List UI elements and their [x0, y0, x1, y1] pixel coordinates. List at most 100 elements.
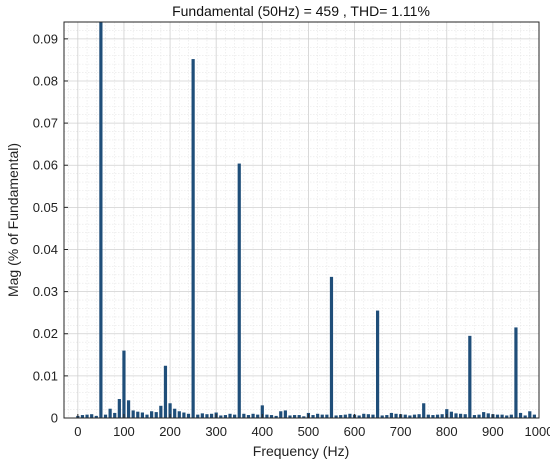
bar	[219, 415, 223, 418]
bar	[108, 408, 112, 418]
bar	[532, 414, 536, 418]
bar	[500, 414, 504, 418]
bar	[196, 414, 200, 418]
bar	[408, 415, 412, 418]
y-tick-label: 0.03	[33, 284, 58, 299]
bar	[435, 414, 440, 418]
bar	[297, 415, 301, 418]
y-tick-label: 0.08	[33, 73, 58, 88]
bar	[495, 414, 500, 418]
bar	[209, 413, 214, 418]
bar	[265, 414, 269, 418]
y-tick-label: 0.05	[33, 200, 58, 215]
bar	[316, 413, 320, 418]
bar	[274, 415, 278, 418]
bar	[242, 413, 246, 418]
chart-title: Fundamental (50Hz) = 459 , THD= 1.11%	[172, 3, 430, 19]
bar	[426, 414, 430, 418]
bar	[422, 403, 426, 418]
bar	[403, 414, 407, 418]
bar	[366, 414, 370, 418]
bar	[440, 414, 444, 418]
y-tick-label: 0.01	[33, 368, 58, 383]
y-tick-label: 0.07	[33, 116, 58, 131]
x-axis-ticks: 0 100 200 300 400 500 600 700 800 900 1000	[74, 414, 550, 439]
bar	[168, 403, 172, 418]
bar	[375, 310, 380, 418]
bar	[126, 400, 131, 418]
bar	[85, 414, 89, 418]
y-tick-label: 0.02	[33, 326, 58, 341]
bar	[246, 415, 251, 418]
x-tick-label: 200	[159, 424, 181, 439]
bar	[269, 415, 274, 418]
bar	[283, 410, 287, 418]
bar	[228, 413, 232, 418]
bar	[505, 415, 509, 418]
bar	[477, 414, 481, 418]
x-tick-label: 800	[436, 424, 458, 439]
bar	[325, 414, 329, 418]
bar	[389, 412, 394, 418]
bar	[223, 415, 228, 418]
bar	[117, 399, 121, 418]
bar	[140, 412, 144, 418]
bar	[509, 414, 513, 418]
bar	[173, 408, 177, 418]
bar	[482, 412, 486, 418]
bar	[348, 413, 352, 418]
bar	[518, 412, 523, 418]
bar	[463, 414, 467, 418]
bar	[394, 413, 398, 418]
bar	[380, 415, 384, 418]
bar	[177, 411, 181, 418]
bar	[237, 163, 241, 418]
x-axis-title: Frequency (Hz)	[253, 443, 349, 459]
x-tick-label: 100	[113, 424, 135, 439]
y-tick-label: 0.06	[33, 158, 58, 173]
bar	[136, 411, 140, 418]
bar	[191, 59, 195, 418]
bar	[251, 413, 255, 418]
bar	[472, 415, 477, 418]
bar	[468, 335, 472, 418]
bar	[163, 365, 168, 418]
y-tick-label: 0	[51, 411, 58, 426]
x-tick-label: 400	[251, 424, 273, 439]
bar	[362, 413, 366, 418]
bar	[445, 409, 449, 418]
bar	[279, 411, 283, 418]
y-tick-label: 0.04	[33, 242, 58, 257]
bar	[449, 411, 453, 418]
bar	[150, 411, 154, 418]
x-tick-label: 300	[205, 424, 227, 439]
bar	[103, 414, 108, 418]
y-axis-ticks: 0 0.01 0.02 0.03 0.04 0.05 0.06 0.07 0.08 0.09	[33, 31, 68, 426]
bar	[80, 415, 85, 418]
bar	[302, 416, 306, 418]
bar	[260, 405, 264, 418]
bar	[343, 414, 347, 418]
bar	[99, 22, 103, 418]
bar	[159, 405, 163, 418]
bar	[256, 414, 260, 418]
bar	[412, 414, 417, 418]
x-tick-label: 500	[298, 424, 320, 439]
bar	[523, 415, 527, 418]
bar	[288, 415, 292, 418]
bar	[145, 414, 149, 418]
bar	[514, 327, 518, 418]
bar	[154, 412, 158, 418]
x-tick-label: 700	[390, 424, 412, 439]
bar	[200, 413, 204, 418]
x-tick-label: 0	[74, 424, 81, 439]
bar	[454, 413, 458, 418]
bar	[528, 411, 532, 418]
plot-frame	[63, 21, 540, 419]
bar	[431, 415, 435, 418]
bar	[385, 415, 389, 418]
bar	[334, 415, 338, 418]
bar	[122, 350, 126, 418]
bar	[486, 413, 490, 418]
